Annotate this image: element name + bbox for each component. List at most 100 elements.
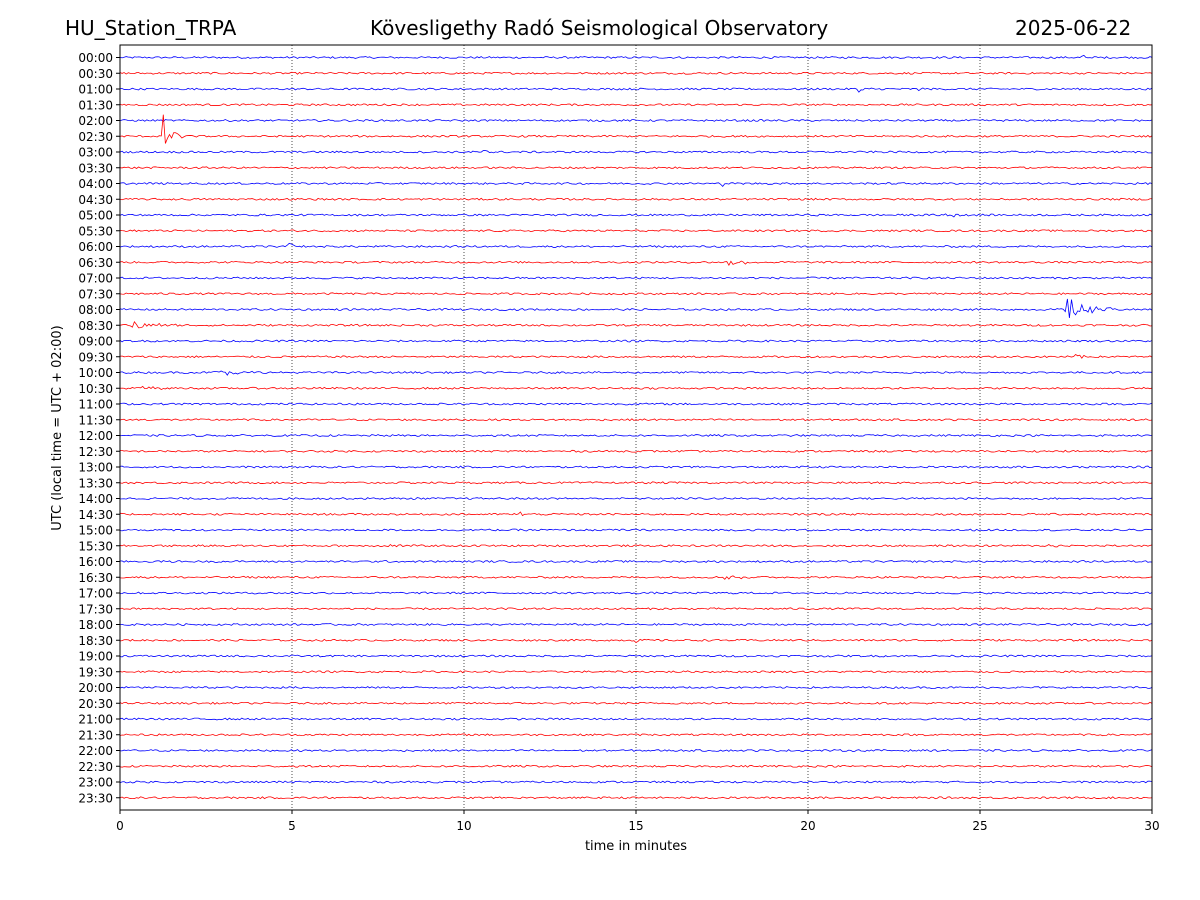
y-tick-label: 01:30 xyxy=(78,98,113,112)
y-tick-label: 22:30 xyxy=(78,760,113,774)
y-tick-label: 14:00 xyxy=(78,492,113,506)
trace-0530 xyxy=(119,229,1153,233)
y-tick-label: 05:00 xyxy=(78,209,113,223)
x-tick-label: 15 xyxy=(628,819,643,833)
y-tick-label: 12:30 xyxy=(78,445,113,459)
trace-1300 xyxy=(119,465,1153,469)
trace-2130 xyxy=(119,733,1153,737)
trace-1330 xyxy=(119,481,1153,485)
y-tick-label: 23:00 xyxy=(78,776,113,790)
date-title: 2025-06-22 xyxy=(1015,16,1132,40)
trace-group xyxy=(119,54,1153,800)
trace-1600 xyxy=(119,560,1153,563)
trace-2030 xyxy=(119,701,1153,705)
x-axis-ticks: 0 5 10 15 20 25 30 xyxy=(116,810,1160,833)
trace-2300 xyxy=(119,780,1153,784)
y-tick-label: 04:00 xyxy=(78,177,113,191)
y-tick-label: 18:00 xyxy=(78,618,113,632)
trace-1230 xyxy=(119,449,1153,453)
y-tick-label: 08:00 xyxy=(78,303,113,317)
trace-2200 xyxy=(119,749,1153,752)
trace-1700 xyxy=(119,591,1153,595)
trace-1900 xyxy=(119,654,1153,658)
y-tick-label: 11:00 xyxy=(78,398,113,412)
trace-0400 xyxy=(119,182,1153,187)
trace-0500 xyxy=(119,213,1153,218)
y-tick-label: 21:00 xyxy=(78,713,113,727)
trace-0630 xyxy=(119,260,1153,267)
y-tick-label: 20:30 xyxy=(78,697,113,711)
y-tick-label: 22:00 xyxy=(78,744,113,758)
grid-lines xyxy=(291,45,981,810)
y-tick-label: 23:30 xyxy=(78,791,113,805)
trace-0800 xyxy=(119,298,1153,318)
y-tick-label: 17:30 xyxy=(78,602,113,616)
trace-2230 xyxy=(119,764,1153,768)
trace-0700 xyxy=(119,276,1153,280)
y-tick-label: 16:00 xyxy=(78,555,113,569)
y-tick-label: 21:30 xyxy=(78,728,113,742)
y-tick-label: 03:30 xyxy=(78,161,113,175)
trace-0430 xyxy=(119,197,1152,201)
trace-1200 xyxy=(119,434,1153,437)
y-tick-label: 15:00 xyxy=(78,524,113,538)
y-tick-label: 14:30 xyxy=(78,508,113,522)
y-tick-label: 13:30 xyxy=(78,476,113,490)
y-tick-label: 10:30 xyxy=(78,382,113,396)
y-tick-label: 15:30 xyxy=(78,539,113,553)
trace-0300 xyxy=(119,150,1153,154)
y-tick-label: 02:30 xyxy=(78,130,113,144)
trace-0200 xyxy=(119,119,1153,122)
y-tick-label: 00:30 xyxy=(78,67,113,81)
y-tick-label: 02:00 xyxy=(78,114,113,128)
trace-1730 xyxy=(119,607,1153,611)
x-tick-label: 5 xyxy=(288,819,296,833)
trace-1630 xyxy=(119,575,1153,580)
trace-1930 xyxy=(119,670,1153,674)
trace-2100 xyxy=(119,717,1153,721)
y-tick-label: 11:30 xyxy=(78,413,113,427)
y-tick-label: 19:00 xyxy=(78,650,113,664)
y-tick-label: 04:30 xyxy=(78,193,113,207)
trace-2330 xyxy=(119,796,1153,800)
y-tick-label: 06:30 xyxy=(78,256,113,270)
y-tick-label: 09:30 xyxy=(78,350,113,364)
y-tick-label: 01:00 xyxy=(78,83,113,97)
trace-0100 xyxy=(119,87,1153,93)
trace-1400 xyxy=(119,497,1153,500)
y-tick-label: 09:00 xyxy=(78,335,113,349)
trace-0030 xyxy=(119,71,1153,75)
x-tick-label: 25 xyxy=(972,819,987,833)
trace-0900 xyxy=(119,339,1153,343)
y-tick-label: 17:00 xyxy=(78,587,113,601)
trace-0330 xyxy=(119,166,1153,170)
trace-0000 xyxy=(119,54,1153,59)
trace-1030 xyxy=(119,385,1153,391)
y-tick-label: 00:00 xyxy=(78,51,113,65)
trace-1500 xyxy=(119,528,1153,532)
y-tick-label: 19:30 xyxy=(78,665,113,679)
y-tick-label: 10:00 xyxy=(78,366,113,380)
y-tick-label: 20:00 xyxy=(78,681,113,695)
y-tick-label: 08:30 xyxy=(78,319,113,333)
x-tick-label: 20 xyxy=(800,819,815,833)
trace-0600 xyxy=(119,242,1153,248)
y-tick-label: 13:00 xyxy=(78,461,113,475)
trace-1130 xyxy=(119,418,1153,422)
trace-1430 xyxy=(119,511,1153,517)
x-tick-label: 0 xyxy=(116,819,124,833)
trace-1530 xyxy=(119,543,1153,548)
trace-0230 xyxy=(119,114,1153,144)
y-tick-label: 12:00 xyxy=(78,429,113,443)
station-title: HU_Station_TRPA xyxy=(65,16,237,40)
y-tick-label: 06:00 xyxy=(78,240,113,254)
y-tick-label: 07:00 xyxy=(78,272,113,286)
trace-1000 xyxy=(119,370,1153,376)
x-tick-label: 30 xyxy=(1144,819,1159,833)
y-tick-label: 07:30 xyxy=(78,287,113,301)
trace-2000 xyxy=(119,686,1153,689)
y-tick-label: 18:30 xyxy=(78,634,113,648)
trace-1830 xyxy=(119,638,1153,644)
trace-1800 xyxy=(119,623,1153,626)
